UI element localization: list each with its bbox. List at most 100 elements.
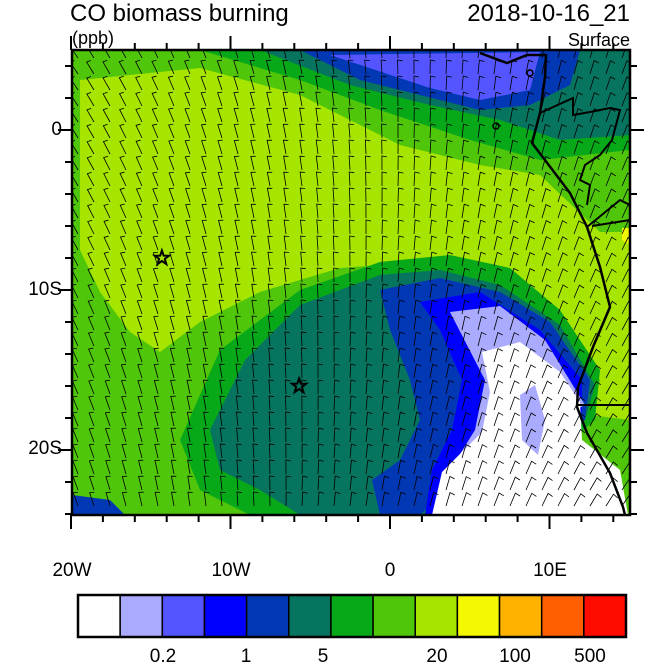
wind-barb [185,267,192,283]
wind-barb [525,380,536,395]
wind-barb [541,460,553,475]
wind-barb [186,379,192,395]
wind-barb [121,475,128,491]
wind-barb [184,123,191,139]
wind-barb [429,363,438,379]
wind-barb [541,316,552,331]
wind-barb [202,50,207,59]
wind-barb [136,203,143,219]
wind-barb [87,267,95,283]
wind-barb [168,139,175,155]
wind-barb [298,75,305,91]
wind-barb [461,315,471,331]
field-blue-sw-corner [72,495,125,515]
wind-barb [525,252,535,267]
wind-barb [151,91,159,107]
wind-barb [525,412,537,427]
colorbar-box [330,594,374,638]
wind-barb [525,444,537,459]
wind-barb [541,204,551,219]
wind-barb [119,171,127,187]
wind-barb [285,491,292,507]
wind-barb [316,203,322,219]
wind-barb [397,299,405,315]
wind-barb [397,411,406,427]
wind-barb [477,460,488,475]
wind-barb [509,187,519,203]
wind-barb [429,459,439,475]
wind-barb [477,283,487,299]
wind-barb [137,411,143,427]
wind-barb [218,283,224,299]
wind-barb [103,203,111,219]
wind-barb [364,59,370,75]
wind-barb [477,107,485,123]
wind-barb [461,267,470,283]
wind-barb [381,491,390,507]
wind-barb [573,204,584,219]
wind-barb [509,219,519,235]
wind-barb [251,347,258,363]
wind-barb [413,491,423,507]
wind-barb [234,187,240,203]
wind-barb [349,235,355,251]
colorbar-label: 500 [574,646,606,667]
wind-barb [605,268,617,283]
wind-barb [333,411,340,427]
wind-barb [249,91,256,107]
wind-barb [381,139,387,155]
wind-barb [169,283,175,299]
wind-barb [365,363,373,379]
wind-barb [105,475,111,491]
wind-barb [121,443,127,459]
wind-barb [218,331,225,347]
wind-barb [445,347,454,363]
wind-barb [252,491,259,507]
wind-barb [525,50,528,59]
wind-barb [397,251,405,267]
wind-barb [381,475,390,491]
wind-barb [445,459,455,475]
wind-barb [477,299,487,315]
wind-barb [573,493,586,507]
wind-barb [397,50,399,59]
wind-barb [72,172,79,187]
colorbar [76,593,628,639]
wind-barb [573,124,584,139]
wind-barb [445,427,455,443]
wind-barb [169,267,175,283]
wind-barb [233,123,240,139]
wind-barb [103,155,111,171]
wind-barb [251,267,257,283]
wind-barb [429,443,439,459]
wind-barb [381,235,388,251]
wind-barb [169,299,175,315]
wind-barb [493,91,502,107]
wind-barb [201,235,208,251]
wind-barb [525,155,535,171]
wind-barb [251,299,257,315]
wind-barb [317,395,324,411]
wind-barb [589,268,601,283]
wind-barb [573,75,583,91]
wind-barb [285,475,292,491]
wind-barb [525,236,535,251]
wind-barb [413,443,422,459]
wind-barb [365,347,373,363]
wind-barb [285,427,291,443]
wind-barb [605,316,618,331]
wind-barb [541,188,551,203]
wind-barb [299,123,305,139]
wind-barb [136,283,143,299]
wind-barb [445,171,453,187]
wind-barb [136,299,143,315]
wind-barb [349,491,357,507]
wind-barb [557,476,570,491]
wind-barb [170,475,177,491]
wind-barb [461,219,470,235]
wind-barb [137,459,144,475]
wind-barb [234,203,240,219]
wind-barb [171,491,177,507]
wind-barb [170,443,176,459]
wind-barb [429,299,438,315]
